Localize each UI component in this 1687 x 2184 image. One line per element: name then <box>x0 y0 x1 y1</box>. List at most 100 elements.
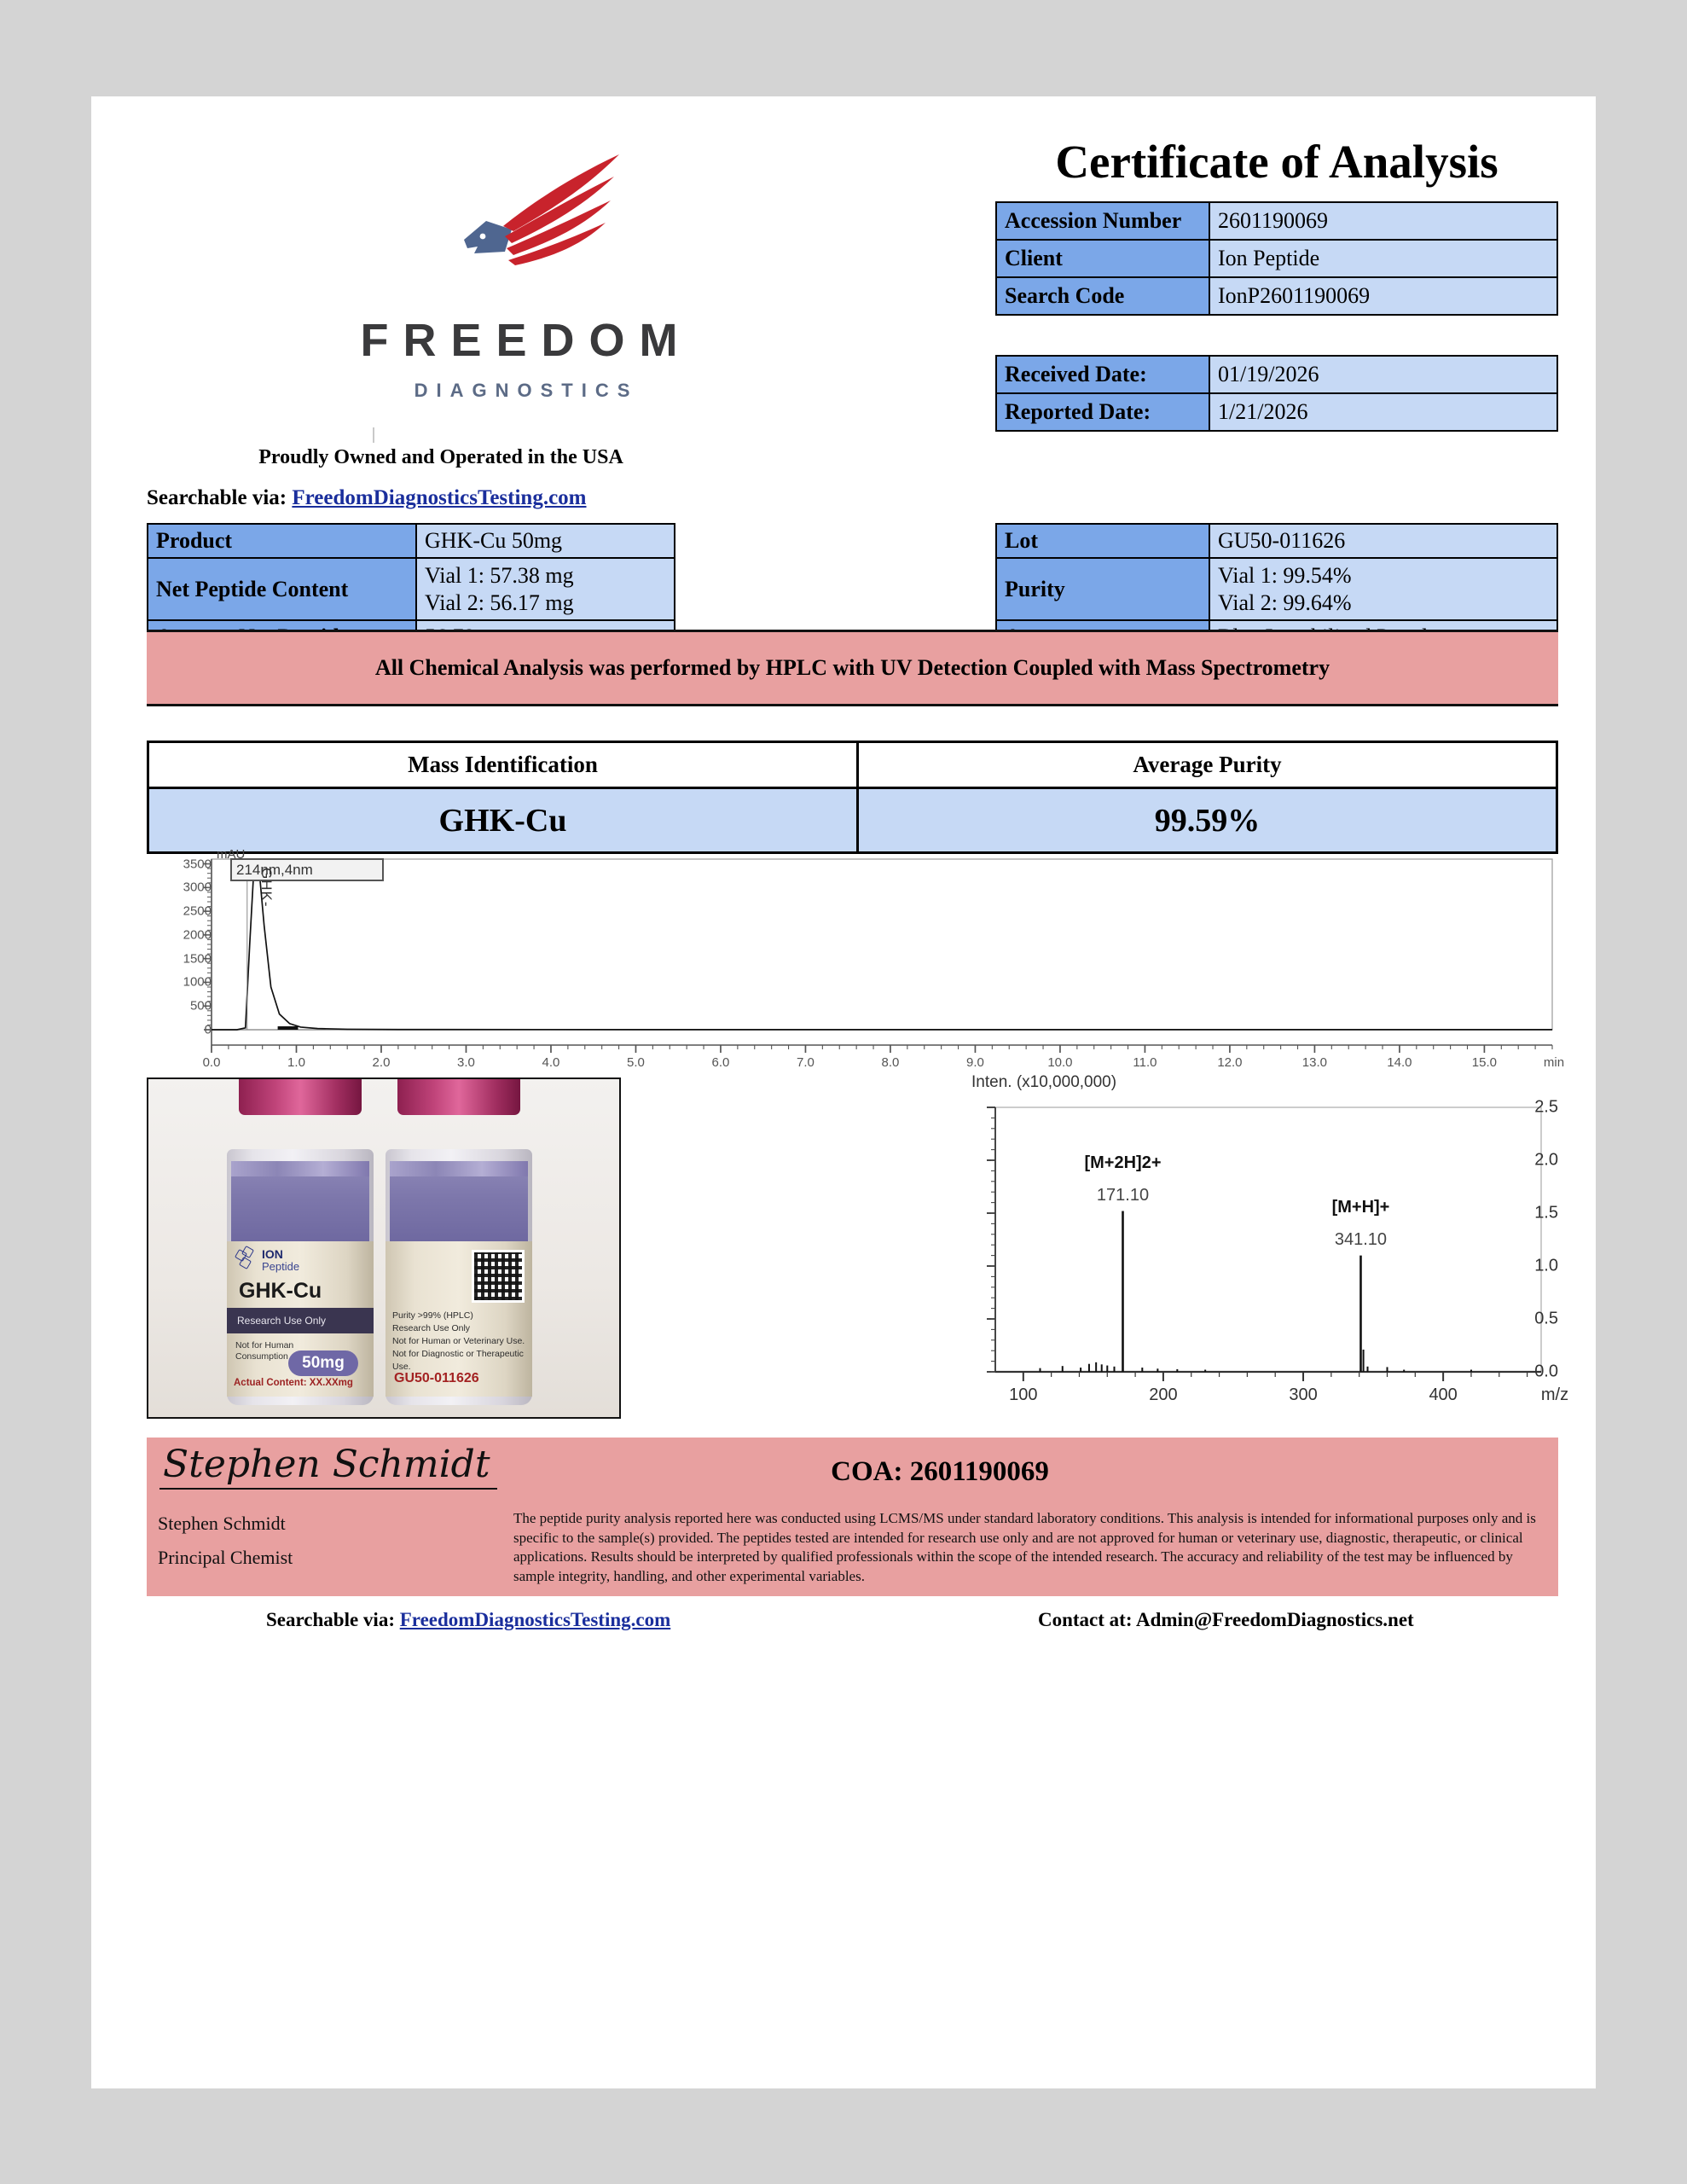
vial-product-name: GHK-Cu <box>239 1279 322 1303</box>
vial-back-text: Purity >99% (HPLC) Research Use Only Not… <box>392 1310 532 1374</box>
average-purity-value: 99.59% <box>856 787 1558 854</box>
chromatogram-x-tick-label: 6.0 <box>711 1055 730 1070</box>
vial-front-label: ION Peptide GHK-Cu Research Use Only Not… <box>227 1241 374 1397</box>
chromatogram-x-tick-label: 11.0 <box>1133 1055 1157 1070</box>
mass-spectrum-y-tick-label: 2.0 <box>1534 1150 1558 1170</box>
table-row: Client Ion Peptide <box>995 239 1558 278</box>
purity-label: Purity <box>995 556 1210 622</box>
accession-table: Accession Number 2601190069 Client Ion P… <box>995 201 1558 316</box>
chromatogram-y-tick-label: 2500 <box>183 903 212 919</box>
vial-warning-text: Not for Human Consumption <box>235 1340 293 1362</box>
vial-glass: ION Peptide GHK-Cu Research Use Only Not… <box>227 1149 374 1405</box>
company-logo: FREEDOM DIAGNOSTICS <box>262 148 791 429</box>
mass-spectrum-x-tick-label: 100 <box>1009 1385 1038 1404</box>
table-row: GHK-Cu 99.59% <box>147 787 1558 854</box>
chromatogram-y-tick-label: 3500 <box>183 857 212 872</box>
divider-tick <box>373 427 374 443</box>
signature-block: Stephen Schmidt Stephen Schmidt Principa… <box>147 1438 1558 1596</box>
mass-id-value: GHK-Cu <box>147 787 859 854</box>
chromatogram-x-tick-label: 10.0 <box>1047 1055 1073 1070</box>
mass-spectrum-charge-annotation: [M+H]+ <box>1331 1197 1390 1217</box>
client-label: Client <box>995 239 1210 278</box>
footer-searchable: Searchable via: FreedomDiagnosticsTestin… <box>266 1609 670 1631</box>
brand-name: FREEDOM <box>360 315 693 366</box>
mass-spectrum-x-axis-label: m/z <box>1540 1385 1569 1404</box>
table-row: Accession Number 2601190069 <box>995 201 1558 241</box>
net-peptide-label: Net Peptide Content <box>147 556 417 622</box>
vial-back-line4: Not for Diagnostic or Therapeutic Use. <box>392 1348 524 1372</box>
net-peptide-vial2: Vial 2: 56.17 mg <box>425 590 574 615</box>
chromatogram-x-tick-label: 7.0 <box>797 1055 815 1070</box>
vial-warning-line1: Not for Human <box>235 1340 294 1350</box>
mass-spectrum-y-tick-label: 2.5 <box>1534 1097 1558 1117</box>
document-header: FREEDOM DIAGNOSTICS Proudly Owned and Op… <box>91 96 1596 509</box>
vial-cap <box>239 1079 362 1115</box>
vial-powder <box>390 1161 528 1243</box>
mass-spectrum-y-tick-label: 0.0 <box>1534 1362 1558 1381</box>
mass-spectrum-y-tick-label: 0.5 <box>1534 1309 1558 1328</box>
search-code-label: Search Code <box>995 276 1210 316</box>
table-row: Product GHK-Cu 50mg <box>147 523 675 559</box>
accession-value: 2601190069 <box>1209 201 1558 241</box>
received-date-value: 01/19/2026 <box>1209 355 1558 394</box>
vial-brand-line2: Peptide <box>262 1260 300 1273</box>
vial-actual-content: Actual Content: XX.XXmg <box>234 1378 353 1388</box>
vial-lot-number: GU50-011626 <box>394 1371 479 1385</box>
chromatogram-y-tick-label: 3000 <box>183 880 212 895</box>
analysis-method-banner: All Chemical Analysis was performed by H… <box>147 630 1558 706</box>
net-peptide-vial1: Vial 1: 57.38 mg <box>425 563 574 588</box>
chromatogram-peak-label: GHK- <box>258 868 275 908</box>
searchable-link-top[interactable]: FreedomDiagnosticsTesting.com <box>292 486 587 509</box>
average-purity-header: Average Purity <box>856 741 1558 789</box>
mass-spectrum-x-tick-label: 300 <box>1289 1385 1318 1404</box>
footer-contact: Contact at: Admin@FreedomDiagnostics.net <box>1038 1609 1414 1630</box>
mass-spectrum-chart: Inten. (x10,000,000) 0.0 0.5 1.0 1.5 2.0 2.5 1… <box>944 1073 1568 1423</box>
table-row: Purity Vial 1: 99.54% Vial 2: 99.64% <box>995 556 1558 622</box>
qr-code-icon <box>472 1250 525 1303</box>
hexagon-icon <box>234 1245 258 1271</box>
product-photo: ION Peptide GHK-Cu Research Use Only Not… <box>147 1077 621 1419</box>
mass-id-header: Mass Identification <box>147 741 859 789</box>
signer-name: Stephen Schmidt <box>158 1513 286 1534</box>
mass-spectrum-y-tick-label: 1.0 <box>1534 1256 1558 1275</box>
lot-value: GU50-011626 <box>1209 523 1558 559</box>
mass-spectrum-title: Inten. (x10,000,000) <box>971 1073 1117 1091</box>
chromatogram-x-tick-label: 0.0 <box>202 1055 221 1070</box>
vial-glass: Purity >99% (HPLC) Research Use Only Not… <box>386 1149 532 1405</box>
vial-back-line2: Research Use Only <box>392 1322 471 1333</box>
product-label: Product <box>147 523 417 559</box>
coa-number: COA: 2601190069 <box>831 1456 1049 1487</box>
reported-date-value: 1/21/2026 <box>1209 392 1558 432</box>
chromatogram-x-tick-label: 13.0 <box>1301 1055 1328 1070</box>
chromatogram-x-tick-label: 3.0 <box>457 1055 475 1070</box>
vial-brand-line1: ION <box>262 1247 283 1261</box>
vial-research-band: Research Use Only <box>227 1308 374 1333</box>
chromatogram-x-tick-label: 14.0 <box>1387 1055 1412 1070</box>
mass-spectrum-charge-annotation: [M+2H]2+ <box>1084 1153 1162 1172</box>
ion-peptide-logo: ION Peptide <box>234 1245 300 1273</box>
chromatogram-x-tick-label: 12.0 <box>1217 1055 1243 1070</box>
page-title: Certificate of Analysis <box>1055 136 1499 188</box>
mass-spectrum-mz-annotation: 171.10 <box>1096 1185 1150 1205</box>
product-value: GHK-Cu 50mg <box>415 523 675 559</box>
vial-back-line3: Not for Human or Veterinary Use. <box>392 1335 525 1346</box>
mass-spectrum-x-tick-label: 400 <box>1429 1385 1458 1404</box>
chromatogram-x-tick-label: 5.0 <box>627 1055 645 1070</box>
chromatogram-x-tick-label: 9.0 <box>966 1055 984 1070</box>
chromatogram-y-tick-label: 2000 <box>183 927 212 943</box>
chromatogram-x-axis-label: min <box>1543 1055 1565 1070</box>
vial-back: Purity >99% (HPLC) Research Use Only Not… <box>386 1079 532 1405</box>
vial-warning-line2: Consumption <box>235 1351 288 1362</box>
vial-cap <box>397 1079 520 1115</box>
footer-searchable-link[interactable]: FreedomDiagnosticsTesting.com <box>399 1609 671 1630</box>
searchable-line-top: Searchable via: FreedomDiagnosticsTestin… <box>147 486 761 510</box>
hplc-chromatogram: mAU 0 500 1000 1500 2000 2500 3000 3500 214nm,4… <box>138 847 1564 1070</box>
mass-spectrum-mz-annotation: 341.10 <box>1334 1229 1388 1249</box>
table-row: Lot GU50-011626 <box>995 523 1558 559</box>
received-date-label: Received Date: <box>995 355 1210 394</box>
chromatogram-x-tick-label: 2.0 <box>372 1055 391 1070</box>
chromatogram-y-tick-label: 1000 <box>183 974 212 990</box>
usa-tagline: Proudly Owned and Operated in the USA <box>258 446 623 468</box>
mass-spectrum-y-tick-label: 1.5 <box>1534 1203 1558 1223</box>
chromatogram-x-tick-label: 8.0 <box>881 1055 900 1070</box>
